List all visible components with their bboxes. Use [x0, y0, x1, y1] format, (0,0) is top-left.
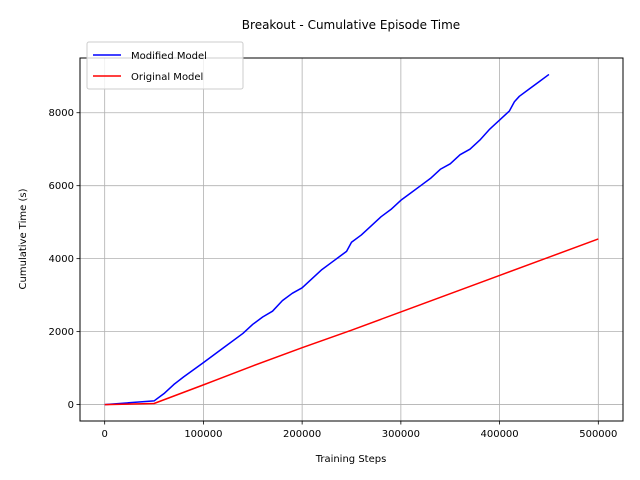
y-tick-label: 0: [68, 400, 74, 411]
axis-ticks: 0 100000 200000 300000 400000 500000 0 2000 4000…: [49, 108, 618, 440]
y-tick-label: 4000: [49, 254, 74, 265]
x-axis-title: Training Steps: [315, 454, 387, 465]
x-tick-label: 400000: [480, 429, 518, 440]
x-tick-label: 200000: [283, 429, 321, 440]
legend-label-original-model: Original Model: [131, 72, 203, 83]
series-lines: [104, 73, 599, 406]
y-tick-label: 8000: [49, 108, 74, 119]
x-tick-label: 100000: [184, 429, 222, 440]
y-axis-title: Cumulative Time (s): [18, 188, 29, 289]
y-tick-label: 6000: [49, 181, 74, 192]
legend: Modified Model Original Model: [86, 41, 244, 90]
grid-lines: [80, 58, 623, 421]
chart-title: Breakout - Cumulative Episode Time: [242, 18, 460, 32]
series-line-original-model: [104, 238, 599, 406]
x-tick-label: 0: [101, 429, 107, 440]
series-line-modified-model: [104, 73, 550, 406]
legend-label-modified-model: Modified Model: [131, 51, 207, 62]
x-tick-label: 500000: [579, 429, 617, 440]
plot-frame: [79, 57, 624, 422]
x-tick-label: 300000: [382, 429, 420, 440]
legend-box: [86, 41, 244, 90]
y-tick-label: 2000: [49, 327, 74, 338]
